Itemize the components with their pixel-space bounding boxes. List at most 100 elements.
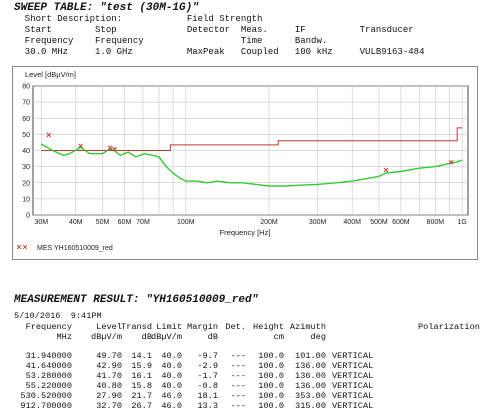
limit-line: [41, 127, 463, 151]
table-cell: 13.3: [197, 401, 218, 411]
table-cell: 40.80: [96, 381, 122, 391]
table-cell: 315.00: [295, 401, 326, 411]
x-tick-label: 800M: [427, 219, 445, 226]
table-cell: VERTICAL: [332, 371, 374, 381]
table-cell: 912.700000: [20, 401, 72, 411]
table-cell: 100.0: [258, 371, 284, 381]
y-tick-label: 70: [22, 100, 30, 107]
measurement-title: MEASUREMENT RESULT: "YH160510009_red": [14, 294, 259, 306]
table-header-unit: cm: [273, 332, 284, 342]
table-header: Margin: [187, 322, 218, 332]
table-header: Azimuth: [289, 322, 326, 332]
table-cell: 32.70: [96, 401, 122, 411]
final-point-marker: [107, 145, 113, 151]
final-point-marker: [383, 167, 389, 173]
table-header: Frequency: [25, 322, 72, 332]
table-cell: ---: [230, 381, 246, 391]
final-point-marker: [78, 143, 83, 149]
x-tick-label: 30M: [34, 219, 48, 226]
table-cell: ---: [230, 361, 246, 371]
table-cell: ---: [230, 351, 246, 361]
table-cell: 21.7: [131, 391, 152, 401]
table-header: Level: [96, 322, 122, 332]
y-tick-label: 20: [22, 180, 30, 187]
x-tick-label: 200M: [260, 219, 278, 226]
x-tick-label: 300M: [309, 219, 327, 226]
table-cell: VERTICAL: [332, 351, 374, 361]
x-tick-label: 400M: [343, 219, 361, 226]
table-cell: 100.0: [258, 401, 284, 411]
emission-chart: Level [dBµV/m] Frequency [Hz] 80 70 60 50 40…: [12, 66, 478, 260]
table-cell: 41.70: [96, 371, 122, 381]
x-tick-label: 50M: [96, 219, 110, 226]
x-tick-label: 1G: [457, 219, 466, 226]
table-header-unit: deg: [310, 332, 326, 342]
table-cell: 27.90: [96, 391, 122, 401]
table-cell: 100.0: [258, 351, 284, 361]
measurement-datetime: 5/10/2016 9:41PM: [14, 311, 102, 321]
sweep-line-4: 30.0 MHz 1.0 GHz MaxPeak Coupled 100 kHz…: [14, 47, 425, 57]
x-tick-label: 70M: [136, 219, 150, 226]
y-tick-label: 60: [22, 116, 30, 123]
table-cell: 40.0: [161, 381, 182, 391]
sweep-line-1: Short Description: Field Strength: [14, 14, 263, 24]
table-header-unit: MHz: [56, 332, 72, 342]
table-header-unit: dB: [141, 332, 152, 342]
table-cell: 55.220000: [25, 381, 72, 391]
sweep-trace: [40, 143, 463, 187]
chart-xlabel: Frequency [Hz]: [220, 228, 271, 237]
legend-entry: MES YH160510009_red: [37, 245, 113, 252]
table-cell: 14.1: [131, 351, 152, 361]
table-cell: -2.9: [197, 361, 218, 371]
table-cell: -1.7: [197, 371, 218, 381]
table-header: Det.: [225, 322, 246, 332]
x-tick-label: 40M: [69, 219, 83, 226]
table-cell: 26.7: [131, 401, 152, 411]
x-tick-label: 600M: [392, 219, 410, 226]
y-tick-label: 80: [22, 84, 30, 91]
table-header-unit: dB: [207, 332, 218, 342]
y-tick-label: 50: [22, 132, 30, 139]
table-cell: 136.00: [295, 361, 326, 371]
y-tick-label: 40: [22, 148, 30, 155]
table-cell: ---: [230, 401, 246, 411]
table-header: Polarization: [418, 322, 480, 332]
final-point-marker: [46, 132, 52, 138]
final-point-marker: [112, 146, 117, 152]
sweep-line-2: Start Stop Detector Meas. IF Transducer: [14, 25, 414, 35]
table-cell: 16.1: [131, 371, 152, 381]
table-cell: 15.8: [131, 381, 152, 391]
table-cell: VERTICAL: [332, 391, 374, 401]
table-header: Height: [253, 322, 284, 332]
table-cell: ---: [230, 391, 246, 401]
legend-marker: [22, 244, 28, 250]
table-cell: 46.0: [161, 401, 182, 411]
table-cell: 101.00: [295, 351, 326, 361]
x-tick-label: 100M: [177, 219, 195, 226]
legend-marker: [16, 244, 22, 250]
table-header-unit: dBµV/m: [91, 332, 122, 342]
table-cell: VERTICAL: [332, 361, 374, 371]
sweep-line-3: Frequency Frequency Time Bandw.: [14, 36, 328, 46]
x-tick-label: 500M: [370, 219, 388, 226]
table-cell: 15.9: [131, 361, 152, 371]
table-cell: 530.520000: [20, 391, 72, 401]
y-tick-label: 10: [22, 196, 30, 203]
table-cell: 100.0: [258, 381, 284, 391]
table-cell: VERTICAL: [332, 381, 374, 391]
table-cell: ---: [230, 371, 246, 381]
table-cell: -9.7: [197, 351, 218, 361]
y-tick-label: 0: [26, 213, 30, 220]
y-tick-label: 30: [22, 164, 30, 171]
table-cell: VERTICAL: [332, 401, 374, 411]
table-cell: 42.90: [96, 361, 122, 371]
chart-svg: Level [dBµV/m] Frequency [Hz] 80 70 60 50 40…: [16, 70, 469, 252]
table-cell: 40.0: [161, 351, 182, 361]
table-cell: 49.70: [96, 351, 122, 361]
table-cell: 40.0: [161, 371, 182, 381]
table-header: Transd: [121, 322, 152, 332]
table-cell: 53.280000: [25, 371, 72, 381]
table-cell: 136.00: [295, 381, 326, 391]
table-cell: 31.940000: [25, 351, 72, 361]
sweep-table-title: SWEEP TABLE: "test (30M-1G)": [14, 2, 199, 14]
